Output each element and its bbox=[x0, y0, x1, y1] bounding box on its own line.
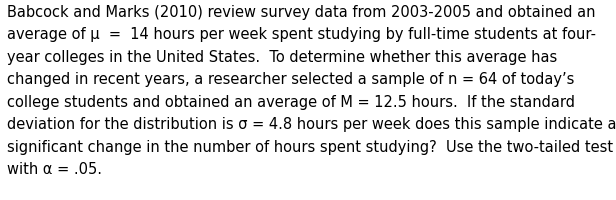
Text: year colleges in the United States.  To determine whether this average has: year colleges in the United States. To d… bbox=[7, 50, 557, 65]
Text: Babcock and Marks (2010) review survey data from 2003-2005 and obtained an: Babcock and Marks (2010) review survey d… bbox=[7, 5, 596, 20]
Text: with α = .05.: with α = .05. bbox=[7, 162, 102, 177]
Text: significant change in the number of hours spent studying?  Use the two-tailed te: significant change in the number of hour… bbox=[7, 139, 613, 154]
Text: changed in recent years, a researcher selected a sample of n = 64 of today’s: changed in recent years, a researcher se… bbox=[7, 72, 574, 87]
Text: average of μ  =  14 hours per week spent studying by full-time students at four-: average of μ = 14 hours per week spent s… bbox=[7, 27, 596, 42]
Text: college students and obtained an average of M = 12.5 hours.  If the standard: college students and obtained an average… bbox=[7, 95, 575, 109]
Text: deviation for the distribution is σ = 4.8 hours per week does this sample indica: deviation for the distribution is σ = 4.… bbox=[7, 117, 616, 132]
